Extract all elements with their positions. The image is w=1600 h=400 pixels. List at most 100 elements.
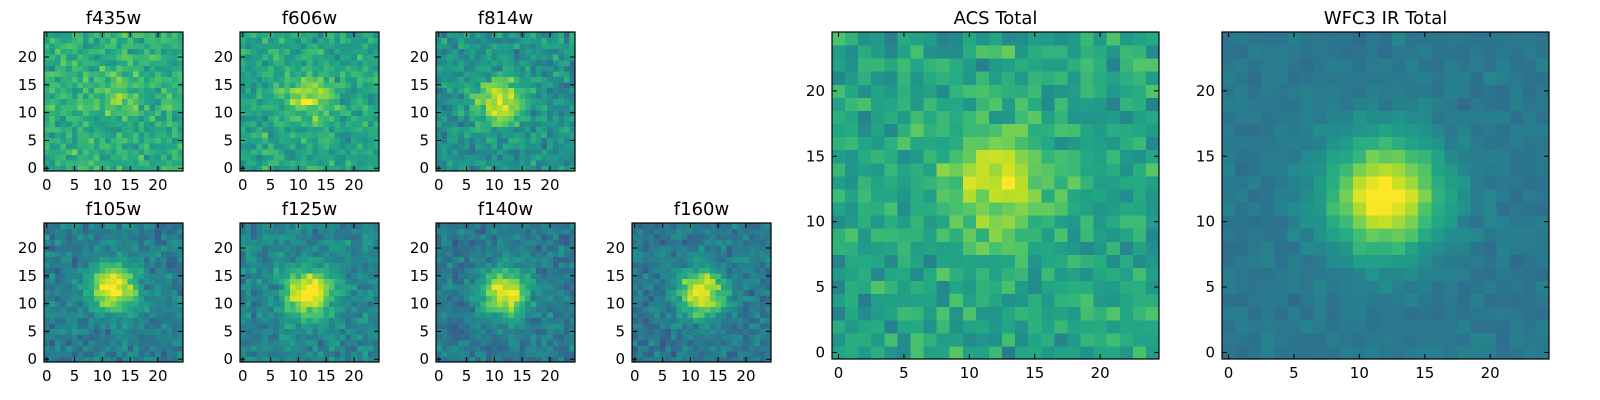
heatmap-cell — [682, 317, 689, 324]
heatmap-cell — [99, 59, 106, 66]
heatmap-cell — [367, 311, 374, 319]
heatmap-cell — [177, 339, 184, 346]
heatmap-cell — [486, 48, 493, 55]
heatmap-cell — [765, 228, 772, 235]
heatmap-cell — [643, 323, 650, 330]
heatmap-cell — [720, 328, 728, 335]
heatmap-cell — [519, 70, 526, 77]
heatmap-cell — [362, 267, 369, 274]
heatmap-cell — [530, 93, 537, 100]
heatmap-cell — [312, 245, 319, 252]
x-tick-label: 20 — [344, 176, 363, 194]
heatmap-cell — [273, 245, 280, 252]
heatmap-cell — [748, 306, 755, 313]
heatmap-cell — [127, 256, 134, 263]
heatmap-cell — [273, 239, 280, 246]
heatmap-cell — [502, 245, 509, 252]
heatmap-cell — [698, 356, 705, 363]
heatmap-cell — [77, 345, 84, 352]
heatmap-cell — [497, 350, 504, 357]
heatmap-cell — [552, 223, 559, 230]
heatmap-cell — [502, 256, 509, 263]
heatmap-cell — [55, 350, 62, 357]
heatmap-cell — [116, 109, 123, 116]
heatmap-cell — [149, 87, 156, 94]
heatmap-cell — [1132, 202, 1147, 216]
heatmap-cell — [94, 76, 101, 83]
heatmap-cell — [502, 59, 509, 66]
heatmap-cell — [458, 132, 465, 139]
heatmap-cell — [55, 278, 62, 285]
heatmap-cell — [547, 143, 554, 150]
heatmap-cell — [273, 98, 280, 105]
heatmap-cell — [351, 228, 358, 235]
heatmap-cell — [552, 120, 559, 128]
heatmap-cell — [295, 334, 302, 341]
heatmap-cell — [458, 256, 465, 263]
heatmap-cell — [447, 289, 454, 296]
heatmap-cell — [295, 245, 302, 252]
heatmap-cell — [491, 82, 498, 89]
heatmap-cell — [558, 334, 565, 341]
heatmap-cell — [121, 87, 128, 94]
heatmap-cell — [497, 159, 504, 166]
heatmap-cell — [262, 306, 269, 313]
heatmap-cell — [858, 306, 872, 321]
heatmap-cell — [328, 120, 336, 128]
heatmap-cell — [110, 284, 117, 291]
heatmap-cell — [290, 306, 297, 313]
heatmap-cell — [262, 104, 269, 111]
heatmap-cell — [541, 76, 548, 83]
heatmap-cell — [127, 317, 134, 324]
heatmap-cell — [94, 239, 101, 246]
heatmap-cell — [698, 278, 705, 285]
heatmap-cell — [301, 115, 308, 122]
heatmap-cell — [452, 37, 459, 44]
heatmap-cell — [66, 339, 73, 346]
heatmap-cell — [55, 120, 62, 128]
heatmap-cell — [665, 228, 672, 235]
heatmap-cell — [306, 148, 313, 155]
heatmap-cell — [643, 317, 650, 324]
heatmap-cell — [356, 126, 363, 133]
heatmap-cell — [871, 228, 885, 242]
heatmap-cell — [155, 261, 162, 268]
heatmap-cell — [60, 109, 67, 116]
heatmap-cell — [121, 65, 128, 72]
heatmap-cell — [284, 32, 291, 39]
heatmap-cell — [491, 256, 498, 263]
heatmap-cell — [563, 37, 570, 44]
heatmap-cell — [552, 273, 559, 280]
heatmap-cell — [99, 70, 106, 77]
heatmap-cell — [49, 345, 56, 352]
heatmap-cell — [441, 300, 448, 307]
heatmap-cell — [278, 300, 285, 307]
heatmap-cell — [458, 126, 465, 133]
heatmap-cell — [552, 70, 559, 77]
heatmap-cell — [317, 93, 324, 100]
heatmap-cell — [323, 239, 330, 246]
heatmap-cell — [486, 289, 493, 296]
heatmap-cell — [441, 32, 448, 39]
heatmap-cell — [99, 154, 106, 161]
heatmap-cell — [536, 345, 543, 352]
heatmap-cell — [105, 239, 112, 246]
heatmap-cell — [643, 334, 650, 341]
heatmap-cell — [240, 154, 247, 161]
heatmap-cell — [306, 76, 313, 83]
heatmap-cell — [284, 65, 291, 72]
heatmap-cell — [1015, 175, 1029, 190]
heatmap-cell — [267, 76, 274, 83]
heatmap-cell — [469, 311, 476, 319]
heatmap-cell — [513, 87, 520, 94]
heatmap-cell — [687, 234, 694, 241]
heatmap-cell — [105, 261, 112, 268]
heatmap-cell — [177, 306, 184, 313]
heatmap-cell — [563, 239, 570, 246]
heatmap-cell — [536, 256, 543, 263]
heatmap-cell — [491, 267, 498, 274]
heatmap-cell — [334, 328, 341, 335]
heatmap-cell — [709, 311, 716, 319]
heatmap-cell — [502, 37, 509, 44]
heatmap-cell — [317, 334, 324, 341]
